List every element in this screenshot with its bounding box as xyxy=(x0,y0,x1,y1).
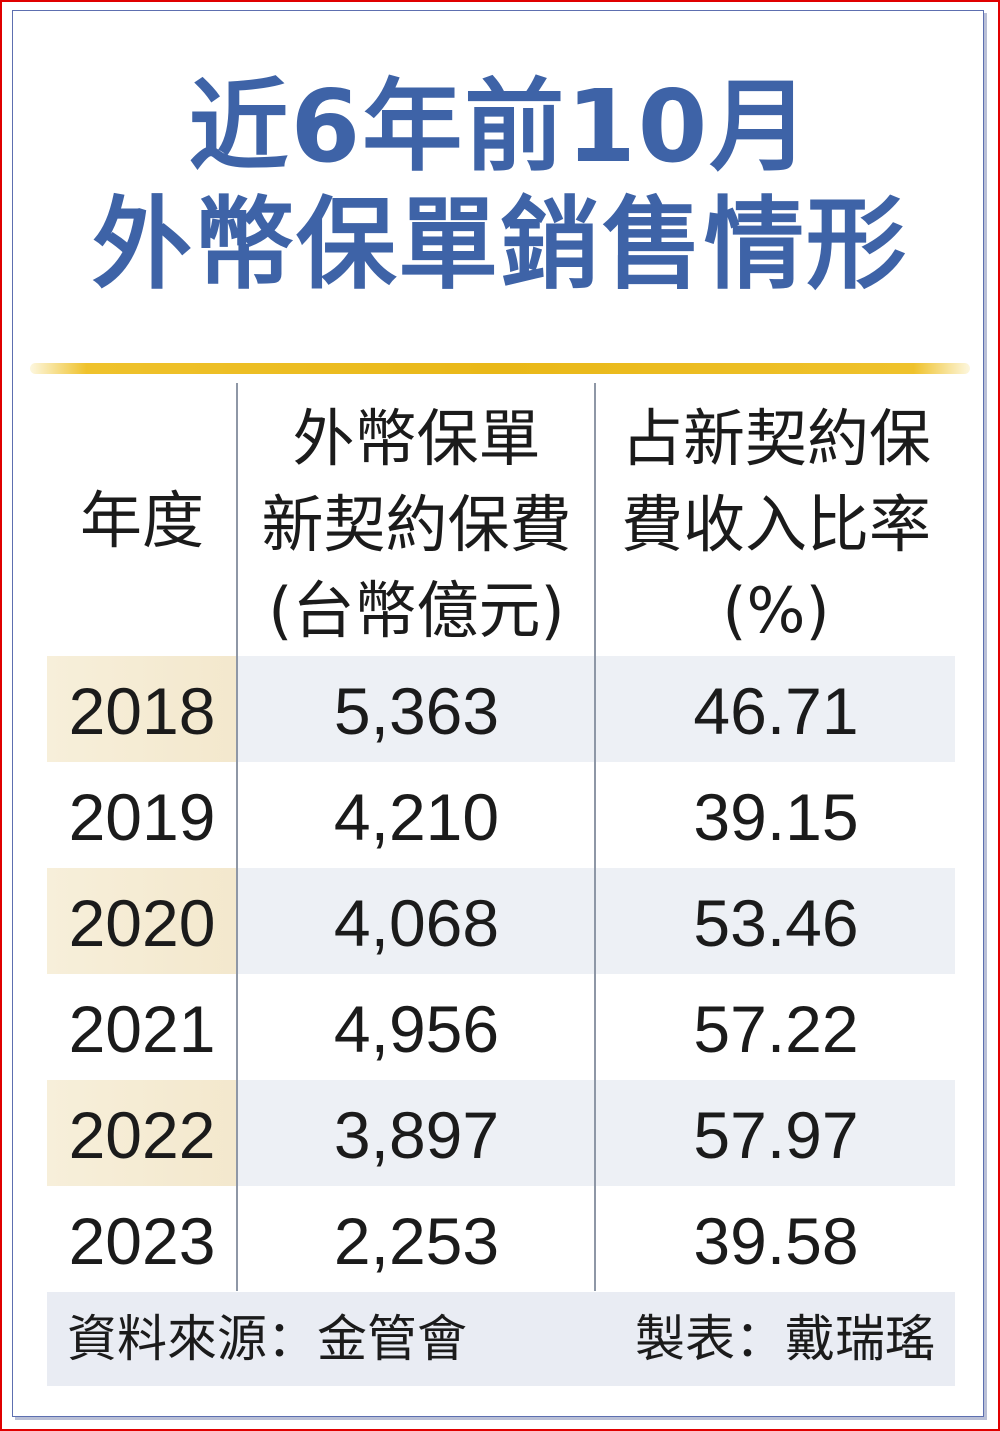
title-line-2: 外幣保單銷售情形 xyxy=(92,186,908,303)
header-ratio-line-1: 占新契約保 xyxy=(620,402,931,475)
column-separator-2 xyxy=(594,383,596,1291)
cell-ratio: 39.15 xyxy=(693,780,859,854)
cell-year: 2018 xyxy=(68,674,216,748)
header-premium-line-1: 外幣保單 xyxy=(292,402,541,475)
cell-ratio: 39.58 xyxy=(693,1204,859,1278)
row-band-year-cell xyxy=(47,656,237,762)
cell-ratio: 57.22 xyxy=(693,992,859,1066)
chart-title: 近6年前10月 外幣保單銷售情形 xyxy=(0,68,1000,304)
row-band-body-cell xyxy=(237,868,955,974)
header-ratio: 占新契約保 費收入比率 (%) xyxy=(596,396,956,654)
footer-bar: 資料來源：金管會 製表：戴瑞瑤 xyxy=(47,1292,955,1386)
header-premium-line-2: 新契約保費 xyxy=(261,488,572,561)
row-band-year-cell xyxy=(47,1080,237,1186)
row-band-body-cell xyxy=(237,656,955,762)
column-separator-1 xyxy=(236,383,238,1291)
cell-year: 2019 xyxy=(68,780,216,854)
cell-ratio: 53.46 xyxy=(693,886,859,960)
row-band-body-cell xyxy=(237,1080,955,1186)
cell-premium: 4,068 xyxy=(333,886,500,960)
row-band-year-cell xyxy=(47,868,237,974)
row-band-2020 xyxy=(47,868,955,974)
cell-ratio: 46.71 xyxy=(693,674,859,748)
cell-premium: 3,897 xyxy=(333,1098,500,1172)
title-line-1: 近6年前10月 xyxy=(188,68,812,185)
cell-premium: 5,363 xyxy=(333,674,500,748)
header-ratio-line-3: (%) xyxy=(722,574,830,647)
cell-premium: 4,956 xyxy=(333,992,500,1066)
maker-credit: 製表：戴瑞瑤 xyxy=(635,1310,935,1368)
header-premium: 外幣保單 新契約保費 (台幣億元) xyxy=(238,396,595,654)
header-year-line: 年度 xyxy=(79,484,204,557)
row-band-2018 xyxy=(47,656,955,762)
source-credit: 資料來源：金管會 xyxy=(67,1310,467,1368)
header-ratio-line-2: 費收入比率 xyxy=(620,488,931,561)
gold-divider xyxy=(30,363,970,374)
header-year: 年度 xyxy=(47,478,237,564)
row-band-2022 xyxy=(47,1080,955,1186)
cell-year: 2021 xyxy=(68,992,216,1066)
cell-ratio: 57.97 xyxy=(693,1098,859,1172)
cell-year: 2023 xyxy=(68,1204,216,1278)
cell-year: 2022 xyxy=(68,1098,216,1172)
header-premium-line-3: (台幣億元) xyxy=(268,574,565,647)
cell-premium: 4,210 xyxy=(333,780,500,854)
cell-premium: 2,253 xyxy=(333,1204,500,1278)
cell-year: 2020 xyxy=(68,886,216,960)
